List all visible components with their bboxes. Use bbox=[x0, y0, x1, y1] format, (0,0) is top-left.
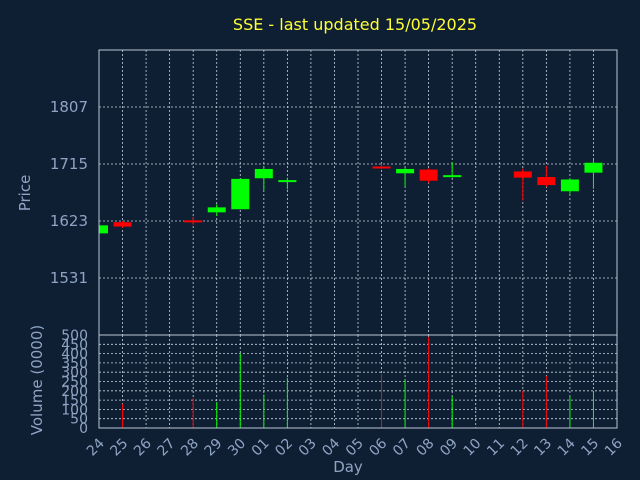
x-tick-label: 14 bbox=[555, 435, 579, 459]
price-tick-label: 1715 bbox=[50, 155, 88, 173]
x-tick-label: 27 bbox=[155, 436, 179, 460]
candle-body bbox=[396, 168, 415, 174]
x-tick-label: 04 bbox=[319, 435, 343, 459]
x-axis-label: Day bbox=[333, 458, 363, 476]
volume-tick-label: 50 bbox=[70, 412, 88, 428]
x-tick-label: 03 bbox=[296, 436, 320, 460]
candle-body bbox=[184, 220, 203, 223]
volume-tick-label: 200 bbox=[61, 384, 88, 400]
price-tick-label: 1807 bbox=[50, 98, 88, 116]
volume-tick-label: 150 bbox=[61, 393, 88, 409]
volume-plot-frame bbox=[98, 334, 618, 429]
x-tick-label: 16 bbox=[602, 435, 626, 459]
volume-axis-label: Volume (0000) bbox=[28, 325, 46, 435]
grid-lines bbox=[98, 50, 618, 429]
candle-body bbox=[231, 178, 250, 210]
x-tick-label: 28 bbox=[178, 436, 202, 460]
volume-tick-label: 450 bbox=[61, 337, 88, 353]
x-tick-label: 06 bbox=[366, 435, 390, 459]
price-axis-label: Price bbox=[16, 175, 34, 212]
candle-body bbox=[254, 168, 273, 179]
x-tick-label: 30 bbox=[225, 436, 249, 460]
volume-tick-label: 300 bbox=[61, 365, 88, 381]
price-tick-label: 1623 bbox=[50, 212, 88, 230]
candle-body bbox=[419, 169, 438, 181]
volume-tick-label: 250 bbox=[61, 375, 88, 391]
candle-body bbox=[584, 162, 603, 173]
candle-body bbox=[560, 179, 579, 192]
x-tick-label: 24 bbox=[84, 435, 108, 459]
candle-body bbox=[372, 166, 391, 169]
price-tick-label: 1531 bbox=[50, 269, 88, 287]
candle-body bbox=[537, 177, 556, 186]
x-tick-label: 10 bbox=[461, 436, 485, 460]
volume-tick-label: 350 bbox=[61, 356, 88, 372]
candle-body bbox=[207, 207, 226, 213]
x-tick-label: 29 bbox=[202, 436, 226, 460]
x-tick-label: 15 bbox=[578, 436, 602, 460]
x-tick-label: 11 bbox=[484, 436, 508, 460]
x-tick-label: 13 bbox=[531, 436, 555, 460]
x-tick-label: 02 bbox=[272, 436, 296, 460]
x-tick-labels: 24 25 26 27 28 29 30 01 02 03 04 05 06 07 08 09 10 11 12 13… bbox=[84, 435, 626, 459]
x-tick-label: 05 bbox=[343, 436, 367, 460]
volume-tick-label: 0 bbox=[79, 421, 88, 437]
candle-body bbox=[513, 171, 532, 178]
x-tick-label: 01 bbox=[249, 436, 273, 460]
candle-body bbox=[99, 225, 108, 234]
x-tick-label: 25 bbox=[107, 436, 131, 460]
candle-body bbox=[443, 175, 462, 178]
x-tick-label: 12 bbox=[508, 436, 532, 460]
volume-tick-label: 500 bbox=[61, 328, 88, 344]
price-tick-labels: 1531 1623 1715 1807 bbox=[50, 98, 88, 287]
candle-body bbox=[278, 180, 297, 183]
price-plot-frame bbox=[98, 49, 618, 336]
chart-title: SSE - last updated 15/05/2025 bbox=[233, 15, 477, 34]
volume-tick-label: 100 bbox=[61, 402, 88, 418]
volume-bars bbox=[122, 336, 594, 428]
x-tick-label: 08 bbox=[414, 436, 438, 460]
x-tick-label: 07 bbox=[390, 436, 414, 460]
volume-tick-label: 400 bbox=[61, 347, 88, 363]
price-candles bbox=[98, 159, 603, 235]
candle-body bbox=[113, 222, 132, 227]
x-tick-label: 26 bbox=[131, 435, 155, 459]
x-tick-label: 09 bbox=[437, 436, 461, 460]
